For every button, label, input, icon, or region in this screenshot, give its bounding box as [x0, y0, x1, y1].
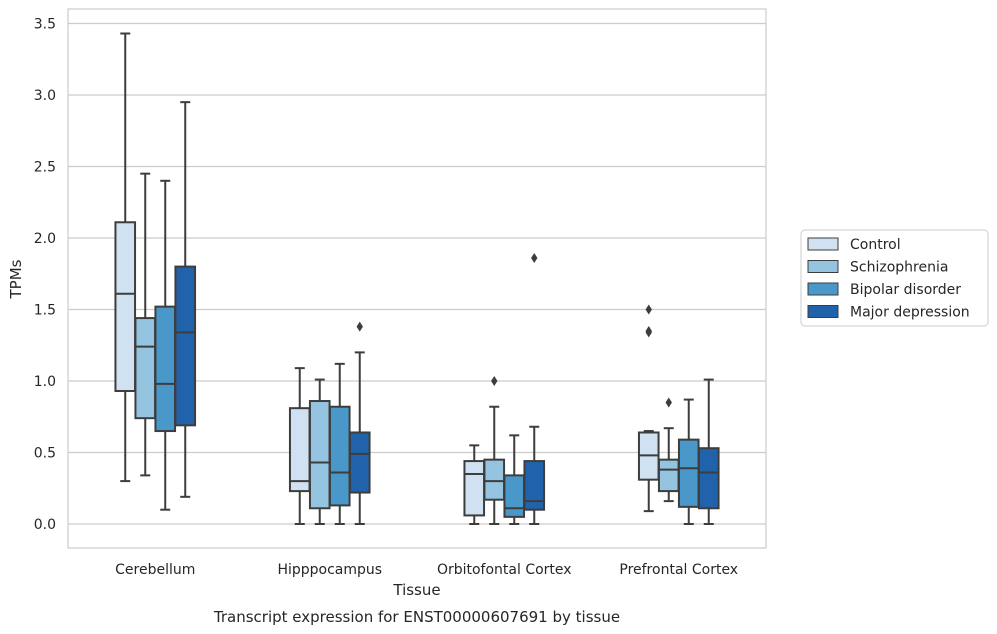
x-tick-labels: Cerebellum Hipppocampus Orbitofontal Corte…	[115, 562, 738, 578]
legend-label: Major depression	[850, 305, 970, 321]
category-group	[463, 253, 546, 525]
legend-frame	[800, 229, 989, 327]
box	[483, 458, 506, 501]
x-tick-label: Prefrontal Cortex	[619, 562, 738, 578]
y-tick-label: 3.0	[34, 88, 56, 104]
x-tick-label: Cerebellum	[115, 562, 195, 578]
box	[677, 438, 700, 508]
y-tick-label: 2.0	[34, 231, 56, 247]
legend-swatch	[807, 260, 839, 273]
legend-label: Bipolar disorder	[850, 282, 961, 298]
box	[134, 317, 157, 420]
legend-swatch	[807, 282, 839, 296]
legend-label: Schizophrenia	[850, 260, 948, 276]
box	[348, 431, 371, 494]
y-tick-label: 3.5	[34, 17, 56, 33]
box	[174, 265, 197, 427]
box	[328, 405, 351, 507]
outlier-point	[491, 376, 498, 386]
x-tick-label: Hipppocampus	[277, 562, 382, 578]
box	[523, 460, 546, 511]
box	[114, 221, 137, 393]
box	[697, 447, 720, 510]
legend-swatch	[807, 305, 839, 318]
category-group	[114, 32, 197, 511]
y-tick-label: 0.0	[34, 517, 56, 533]
outlier-point	[531, 253, 538, 264]
y-axis-label: TPMs	[7, 259, 25, 299]
outlier-point	[665, 397, 672, 408]
category-group	[288, 321, 371, 525]
box	[288, 407, 311, 493]
legend-swatch	[807, 237, 839, 251]
outlier-point	[645, 304, 652, 315]
y-tick-label: 0.5	[34, 446, 56, 462]
box-groups	[114, 32, 720, 525]
box	[657, 458, 680, 493]
outlier-point	[356, 321, 363, 332]
box	[503, 474, 526, 518]
box	[154, 305, 177, 433]
legend: Control Schizophrenia Bipolar disorder Majo…	[800, 229, 989, 327]
x-axis-label: Tissue	[392, 581, 440, 599]
y-tick-label: 1.0	[34, 374, 56, 390]
box	[463, 460, 486, 517]
category-group	[637, 304, 720, 525]
box	[308, 400, 331, 510]
y-tick-label: 2.5	[34, 160, 56, 176]
outlier-point	[645, 325, 652, 336]
legend-label: Control	[850, 237, 901, 253]
chart-caption: Transcript expression for ENST0000060769…	[213, 608, 620, 626]
x-tick-label: Orbitofontal Cortex	[437, 562, 572, 578]
y-tick-label: 1.5	[34, 303, 56, 319]
y-tick-labels: 0.0 0.5 1.0 1.5 2.0 2.5 3.0 3.5	[34, 17, 56, 534]
